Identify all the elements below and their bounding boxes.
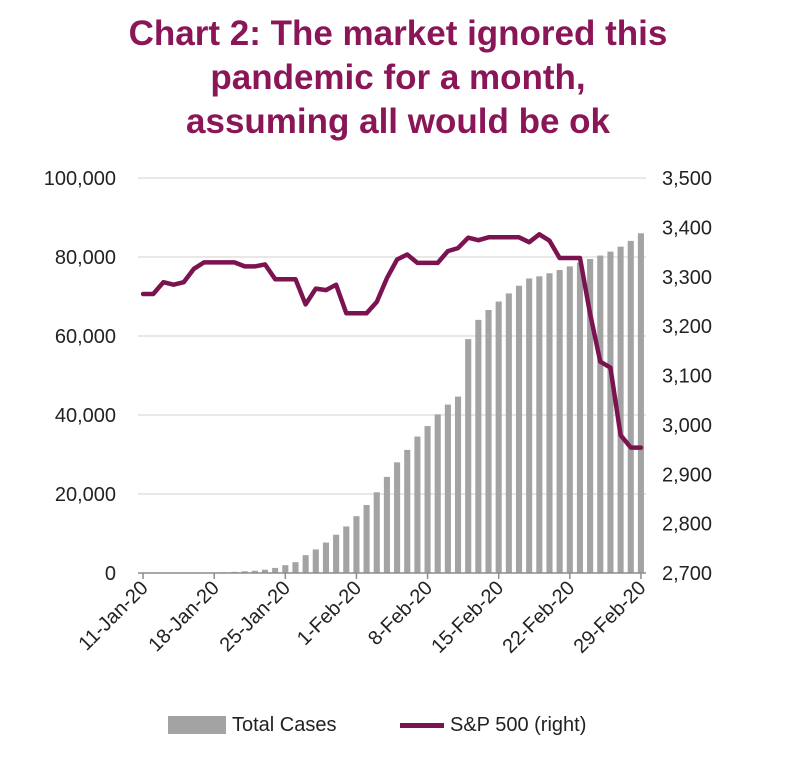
bar (272, 567, 279, 573)
bar (627, 240, 634, 574)
bar (241, 571, 248, 573)
bar (434, 414, 441, 573)
bar (292, 562, 299, 573)
x-tick-label: 22-Feb-20 (499, 577, 580, 658)
x-tick-label: 18-Jan-20 (144, 577, 223, 656)
y-axis-left-ticks: 0 20,000 40,000 60,000 80,000 100,000 (44, 168, 116, 585)
x-tick-label: 25-Jan-20 (216, 577, 295, 656)
bar (383, 476, 390, 573)
bar (353, 516, 360, 573)
bar (637, 233, 644, 573)
bar (556, 270, 563, 573)
y-right-tick-label: 2,900 (662, 464, 712, 486)
bar (617, 246, 624, 574)
y-right-tick-label: 3,200 (662, 316, 712, 338)
bar-series-total-cases (140, 233, 644, 574)
title-line-3: assuming all would be ok (186, 102, 610, 141)
bar (322, 542, 330, 573)
y-left-tick-label: 20,000 (55, 484, 116, 506)
bar (485, 310, 492, 573)
bar (394, 462, 401, 573)
y-right-tick-label: 3,400 (662, 217, 712, 239)
bar (414, 436, 421, 573)
legend: Total Cases S&P 500 (right) (0, 708, 796, 742)
bar (475, 319, 482, 573)
title-line-1: Chart 2: The market ignored this (128, 14, 668, 53)
bar (505, 293, 512, 573)
legend-label-total-cases: Total Cases (232, 713, 337, 736)
bar (373, 492, 380, 573)
y-left-tick-label: 0 (105, 563, 116, 585)
bar (546, 273, 553, 573)
x-axis-ticks: 11-Jan-2018-Jan-2025-Jan-201-Feb-208-Feb… (74, 573, 650, 658)
y-axis-right-ticks: 2,700 2,800 2,900 3,000 3,100 3,200 3,300 3,400… (662, 168, 712, 585)
x-tick-label: 1-Feb-20 (293, 577, 366, 650)
y-left-tick-label: 40,000 (55, 405, 116, 427)
legend-item-sp500: S&P 500 (right) (400, 708, 586, 742)
bar (424, 426, 431, 573)
x-tick-label: 8-Feb-20 (364, 577, 437, 650)
bar (515, 285, 523, 573)
bar (607, 251, 614, 574)
y-left-tick-label: 80,000 (55, 247, 116, 269)
legend-label-sp500: S&P 500 (right) (450, 713, 587, 736)
y-right-tick-label: 3,000 (662, 415, 712, 437)
bar (597, 255, 604, 573)
bar (526, 278, 533, 573)
sp500-line (140, 232, 644, 450)
x-tick-label: 11-Jan-20 (74, 577, 152, 655)
bar (312, 549, 319, 573)
bar (536, 276, 543, 573)
y-right-tick-label: 3,300 (662, 267, 712, 289)
x-tick-label: 15-Feb-20 (427, 577, 508, 658)
bar (343, 526, 350, 573)
legend-swatch-bars (168, 716, 226, 734)
bar (495, 301, 502, 573)
bar (566, 266, 573, 573)
bar (444, 404, 451, 573)
y-left-tick-label: 60,000 (55, 326, 116, 348)
bar (587, 259, 594, 573)
bar (576, 262, 584, 573)
y-right-tick-label: 2,700 (662, 563, 712, 585)
bar (251, 570, 258, 573)
x-tick-label: 29-Feb-20 (570, 577, 651, 658)
title-line-2: pandemic for a month, (210, 58, 586, 97)
bar (302, 555, 309, 573)
y-right-tick-label: 3,100 (662, 366, 712, 388)
legend-swatch-line (400, 722, 444, 728)
chart-title: Chart 2: The market ignored this pandemi… (0, 12, 796, 144)
bar (333, 534, 340, 573)
bar (465, 339, 472, 573)
y-right-tick-label: 3,500 (662, 168, 712, 190)
line-series-sp500 (140, 232, 644, 450)
y-left-tick-label: 100,000 (44, 168, 116, 190)
bar (282, 565, 289, 573)
bar (404, 449, 411, 573)
legend-item-total-cases: Total Cases (168, 708, 337, 742)
bar (454, 396, 462, 573)
bar (363, 505, 370, 573)
bar (261, 569, 269, 573)
y-right-tick-label: 2,800 (662, 514, 712, 536)
